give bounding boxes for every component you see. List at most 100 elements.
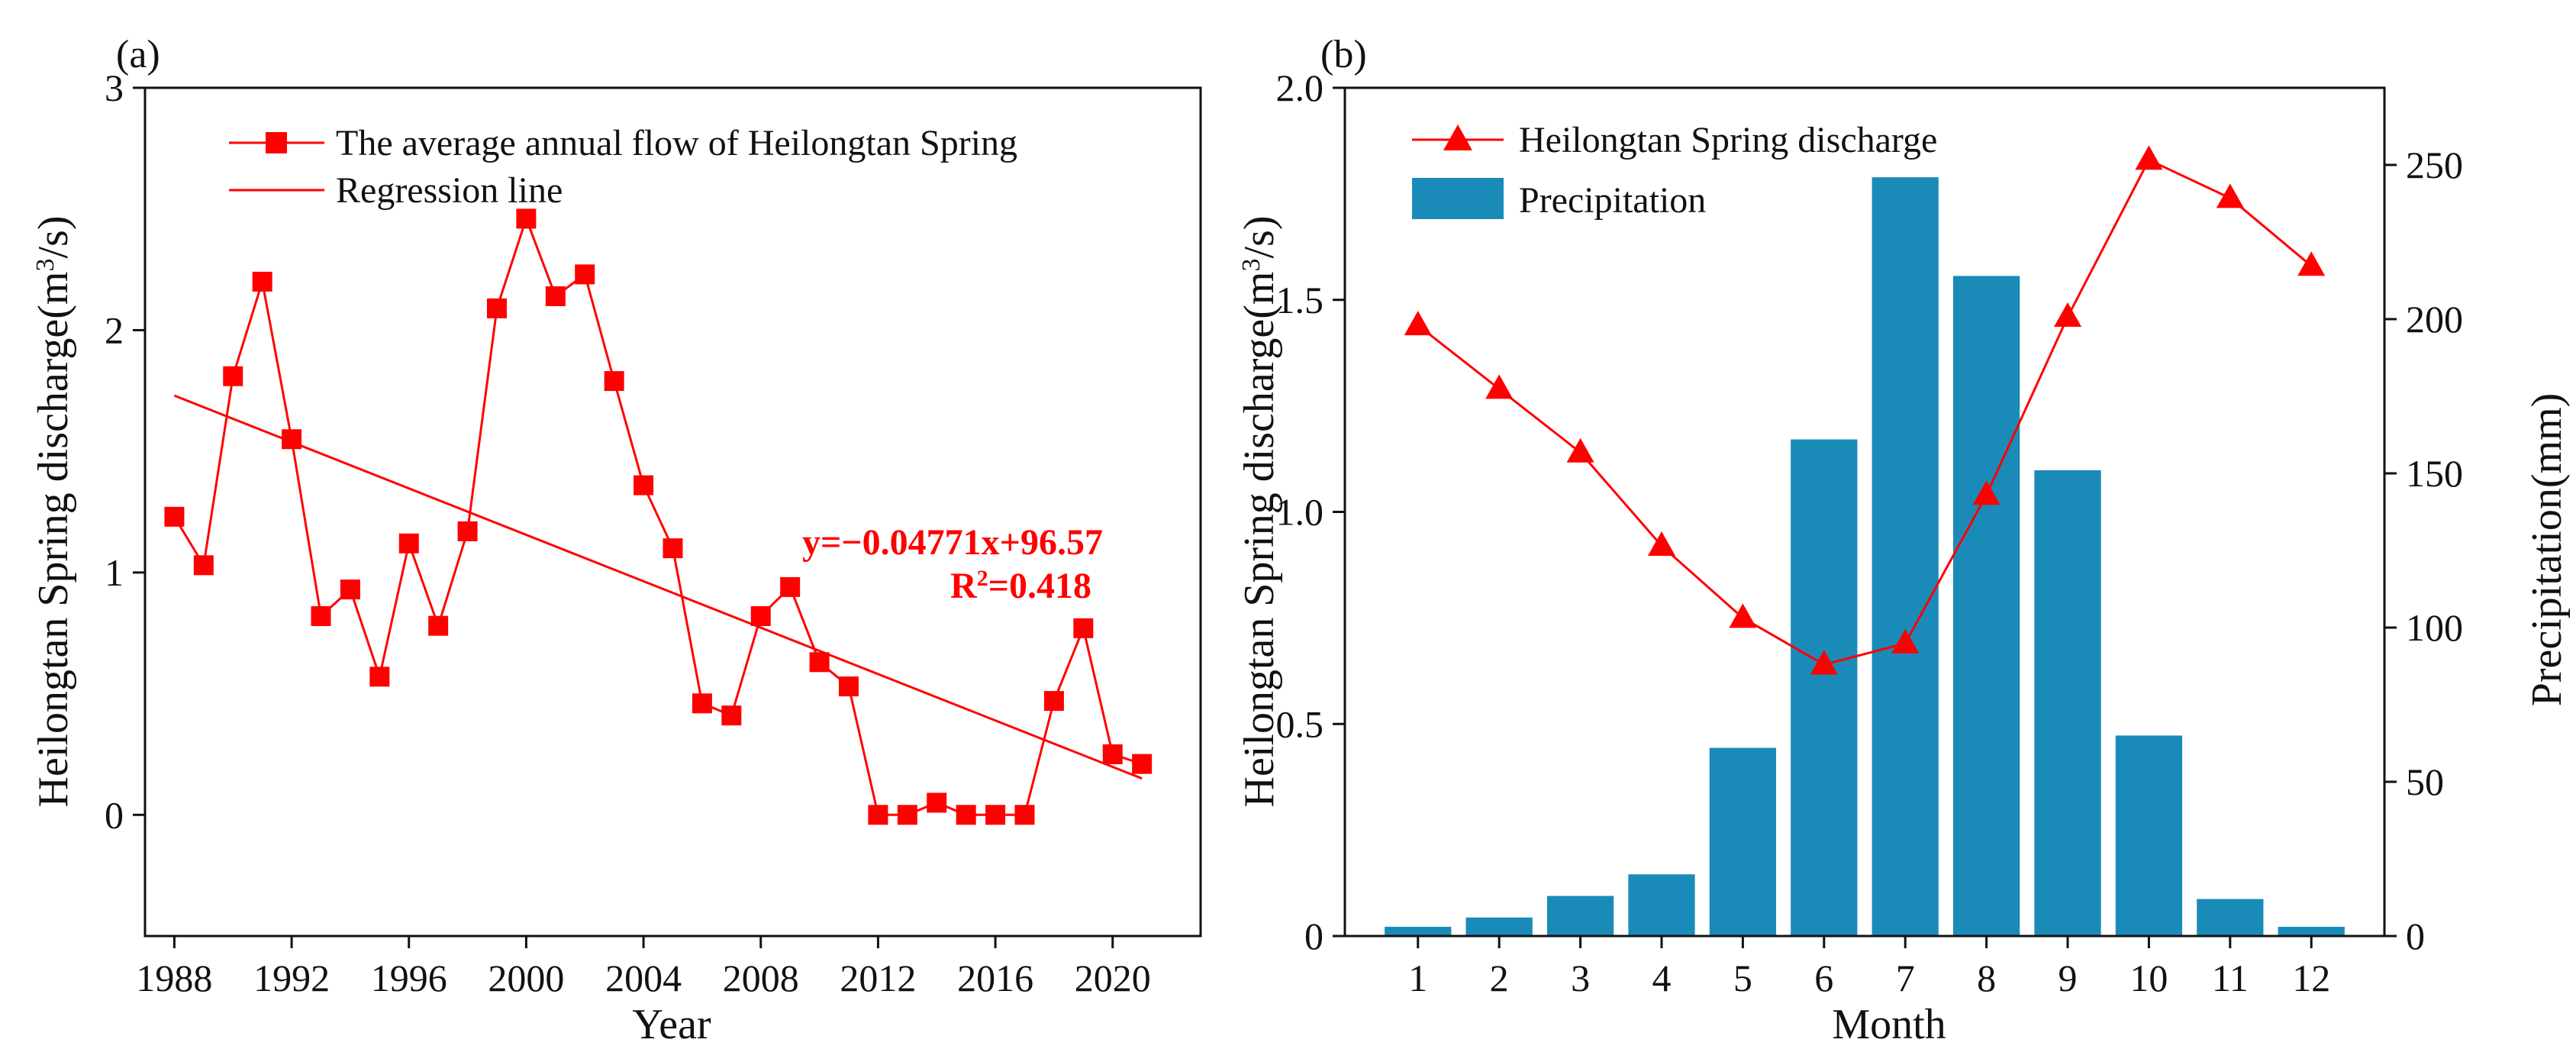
annual-flow-point [1132, 754, 1153, 774]
discharge-point [1647, 531, 1675, 556]
annual-flow-point [1073, 618, 1094, 638]
precipitation-bar [1546, 896, 1614, 936]
panel-b-x-tick-label: 12 [2292, 957, 2330, 999]
legend-label-discharge: Heilongtan Spring discharge [1519, 120, 1937, 160]
discharge-point [2297, 251, 2326, 276]
annual-flow-point [809, 652, 830, 673]
panel-b-right-y-tick-label: 100 [2406, 606, 2463, 649]
legend-triangle-marker-icon [1443, 124, 1472, 150]
annual-flow-point [1102, 744, 1123, 764]
legend-label-annual-flow: The average annual flow of Heilongtan Sp… [336, 123, 1017, 163]
panel-b-x-tick-label: 10 [2129, 957, 2168, 999]
panel-a-x-axis-title: Year [632, 1001, 711, 1048]
annual-flow-point [193, 555, 214, 576]
annual-flow-point [311, 605, 331, 626]
discharge-point [1566, 437, 1594, 463]
precipitation-bar [1952, 276, 2020, 936]
panel-b-left-y-tick-label: 0.5 [1276, 702, 1324, 745]
legend-label-precipitation: Precipitation [1519, 180, 1706, 221]
panel-b-right-y-tick-label: 0 [2406, 915, 2425, 957]
panel-b-bar-line-chart: (b) 1 2 3 4 5 6 7 8 9 10 11 12 00.51.01.52.0 050100… [1236, 33, 2571, 1048]
panel-a-y-tick-label: 0 [105, 793, 124, 836]
precipitation-bar [1385, 926, 1452, 936]
panel-a-x-tick-label: 1988 [136, 957, 212, 999]
panel-b-right-y-tick-label: 150 [2406, 452, 2463, 495]
annual-flow-point [340, 579, 360, 600]
annual-flow-point [1014, 805, 1035, 825]
annual-flow-point [1043, 691, 1064, 712]
panel-a-x-tick-label: 1992 [253, 957, 330, 999]
annual-flow-point [663, 538, 683, 559]
annual-flow-point [721, 705, 742, 726]
panel-a-x-tick-label: 2020 [1075, 957, 1151, 999]
panel-a-y-tick-label: 2 [105, 308, 124, 351]
precipitation-bar [2197, 899, 2264, 936]
annual-flow-point [428, 615, 449, 636]
regression-equation: y=−0.04771x+96.57 [802, 522, 1103, 563]
annual-flow-point [956, 805, 976, 825]
panel-b-x-axis-title: Month [1832, 1001, 1946, 1048]
panel-b-x-tick-label: 4 [1652, 957, 1671, 999]
precipitation-bar [1709, 747, 1777, 936]
panel-a-y-tick-label: 1 [105, 551, 124, 594]
discharge-point [2216, 183, 2244, 208]
annual-flow-point [457, 521, 478, 541]
precipitation-bar [1465, 917, 1533, 936]
annual-flow-point [604, 371, 624, 392]
panel-b-right-y-axis-title: Precipitation(mm) [2523, 393, 2571, 707]
annual-flow-point [545, 286, 566, 306]
annual-flow-point [692, 693, 712, 714]
panel-b-x-tick-label: 1 [1408, 957, 1427, 999]
panel-b-right-y-tick-label: 200 [2406, 298, 2463, 341]
annual-flow-point [750, 605, 771, 626]
annual-flow-point [369, 667, 390, 687]
discharge-point [1404, 311, 1432, 336]
annual-flow-point [927, 792, 947, 813]
panel-b-left-y-tick-label: 1.0 [1276, 491, 1324, 534]
panel-b-left-y-tick-label: 0 [1304, 915, 1323, 957]
panel-a-legend: The average annual flow of Heilongtan Sp… [229, 123, 1017, 211]
panel-b-x-tick-label: 11 [2212, 957, 2249, 999]
discharge-point [1729, 603, 1757, 628]
panel-b-legend: Heilongtan Spring discharge Precipitatio… [1412, 120, 1937, 221]
annual-flow-point [252, 271, 272, 292]
annual-flow-point [985, 805, 1006, 825]
regression-r2: R2=0.418 [950, 566, 1091, 607]
precipitation-bar [1628, 874, 1695, 936]
panel-b-x-tick-label: 3 [1571, 957, 1590, 999]
panel-b-x-tick-label: 5 [1733, 957, 1752, 999]
panel-b-x-tick-label: 6 [1814, 957, 1833, 999]
annual-flow-point [575, 264, 595, 285]
panel-b-right-y-tick-label: 50 [2406, 760, 2444, 803]
annual-flow-point [398, 533, 419, 554]
annual-flow-point [839, 676, 859, 697]
panel-b-label: (b) [1320, 33, 1367, 76]
panel-a-x-tick-label: 2016 [957, 957, 1033, 999]
precipitation-bar [2278, 926, 2345, 936]
panel-a-y-tick-label: 3 [105, 66, 124, 109]
discharge-point [1972, 480, 2001, 505]
discharge-series-line [1417, 158, 2313, 667]
panel-b-x-tick-label: 7 [1896, 957, 1915, 999]
panel-a-y-axis-title: Heilongtan Spring discharge(m3/s) [30, 216, 77, 808]
panel-a-x-tick-label: 2012 [840, 957, 916, 999]
annual-flow-point [487, 298, 507, 318]
panel-a-line-chart: (a) 1988 1992 1996 2000 2004 2008 2012 2016 2020… [30, 33, 1202, 1048]
annual-flow-point [868, 805, 888, 825]
panel-a-x-tick-label: 2000 [488, 957, 564, 999]
annual-flow-point [897, 805, 917, 825]
regression-line [173, 394, 1143, 780]
precipitation-bar [2115, 735, 2183, 936]
panel-b-x-tick-label: 2 [1490, 957, 1509, 999]
precipitation-bar [1872, 177, 1939, 936]
annual-flow-series-line [173, 215, 1143, 816]
panel-a-plot-frame [143, 86, 1202, 938]
panel-b-right-y-tick-label: 250 [2406, 144, 2463, 186]
discharge-point [1810, 650, 1838, 675]
discharge-point [2135, 145, 2163, 170]
panel-b-left-y-axis-title: Heilongtan Spring discharge(m3/s) [1236, 216, 1283, 808]
panel-b-x-tick-label: 8 [1977, 957, 1996, 999]
annual-flow-point [516, 208, 537, 229]
legend-square-marker-icon [266, 132, 287, 153]
